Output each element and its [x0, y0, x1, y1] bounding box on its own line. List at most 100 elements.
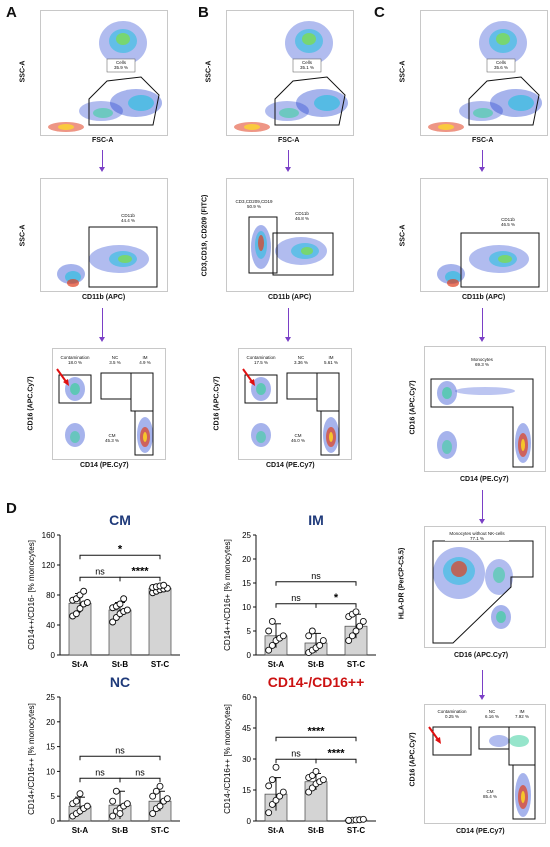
significance-label: *: [334, 592, 339, 604]
y-axis-label: CD16 (APC.Cy7): [27, 376, 35, 431]
data-point: [156, 802, 164, 810]
data-point: [116, 600, 124, 608]
x-axis-label: CD11b (APC): [268, 294, 312, 301]
gate-percent: 6.16 %: [484, 714, 499, 720]
significance-bracket: [315, 603, 357, 608]
gate-label: Cells: [495, 60, 506, 65]
gate-label: IM: [142, 355, 148, 360]
x-tick-label: ST-C: [347, 826, 365, 835]
gate-label: Contamination: [437, 709, 467, 714]
data-point: [83, 599, 91, 606]
data-point: [76, 605, 84, 612]
data-point: [305, 632, 313, 640]
chart-title: CD14-/CD16++: [268, 674, 365, 690]
y-axis-label: SSC-A: [205, 60, 213, 83]
y-tick-label: 0: [247, 817, 252, 826]
data-point: [348, 632, 356, 640]
data-point: [160, 581, 168, 589]
significance-label: ns: [95, 767, 105, 777]
down-arrow-icon: [479, 308, 485, 342]
y-axis-label: CD14-/CD16++ [% monocytes]: [223, 704, 232, 814]
y-tick-label: 5: [51, 792, 56, 801]
gate-percent: 50.9 %: [246, 204, 261, 210]
panel-label-a: A: [6, 4, 17, 21]
data-point: [72, 610, 80, 618]
significance-label: ns: [291, 748, 301, 758]
y-tick-label: 5: [247, 627, 252, 636]
significance-label: *: [118, 543, 123, 555]
gate-label: CD11b: [121, 213, 135, 218]
data-point: [120, 595, 128, 603]
data-point: [268, 776, 276, 784]
data-point: [268, 641, 276, 649]
gate-label: NC: [488, 709, 496, 714]
y-tick-label: 20: [46, 718, 55, 727]
gate-label: Monocytes: [471, 357, 493, 362]
x-axis-label: CD16 (APC.Cy7): [454, 652, 509, 659]
down-arrow-icon: [285, 150, 291, 172]
y-tick-label: 80: [46, 591, 55, 600]
x-axis-label: FSC-A: [92, 137, 114, 144]
data-point: [279, 632, 287, 640]
data-point: [123, 606, 131, 614]
bar: [148, 587, 172, 656]
panel-label-d: D: [6, 500, 17, 517]
data-point: [312, 767, 320, 775]
x-axis-label: CD14 (PE.Cy7): [80, 462, 129, 469]
down-arrow-icon: [479, 150, 485, 172]
x-axis-label: FSC-A: [278, 137, 300, 144]
x-tick-label: St-A: [72, 660, 89, 669]
down-arrow-icon: [479, 670, 485, 700]
bar-charts: CM 0 40 80 120 160 CD14++/CD16- [% monocytes] S…: [27, 512, 376, 835]
data-point: [359, 617, 367, 625]
significance-label: ns: [291, 593, 301, 603]
data-point: [109, 618, 117, 626]
x-axis-label: CD14 (PE.Cy7): [460, 476, 509, 483]
x-tick-label: St-B: [112, 660, 129, 669]
y-tick-label: 60: [242, 693, 251, 702]
x-axis-label: CD14 (PE.Cy7): [266, 462, 315, 469]
data-point: [116, 810, 124, 818]
gate-label: CM: [108, 433, 116, 438]
significance-label: ns: [311, 571, 321, 581]
x-tick-label: St-B: [308, 826, 325, 835]
y-tick-label: 10: [242, 603, 251, 612]
y-tick-label: 30: [242, 755, 251, 764]
y-axis-label: SSC-A: [399, 224, 407, 247]
significance-bracket: [79, 576, 121, 582]
significance-bracket: [79, 777, 121, 783]
y-axis-label: CD16 (APC.Cy7): [409, 380, 417, 435]
data-point: [359, 815, 367, 823]
down-arrow-icon: [99, 308, 105, 342]
chart-title: NC: [110, 674, 130, 690]
y-tick-label: 15: [242, 786, 251, 795]
gate-percent: 35.6 %: [493, 65, 508, 71]
y-axis-label: CD16 (APC.Cy7): [213, 376, 221, 431]
data-point: [356, 622, 364, 630]
gate-percent: 46.8 %: [294, 216, 309, 222]
y-axis-label: CD14+/CD16++ [% monocytes]: [27, 703, 36, 815]
significance-label: ns: [95, 566, 105, 576]
data-point: [279, 788, 287, 796]
y-axis-label: CD16 (APC.Cy7): [409, 732, 417, 787]
y-tick-label: 120: [42, 561, 56, 570]
x-axis-label: CD11b (APC): [462, 294, 506, 301]
gate-percent: 3.36 %: [293, 360, 308, 366]
significance-label: ns: [135, 767, 145, 777]
gate-percent: 3.5 %: [109, 360, 121, 366]
gate-percent: 4.9 %: [139, 360, 151, 366]
significance-bracket: [79, 755, 161, 761]
significance-bracket: [315, 758, 357, 764]
down-arrow-icon: [479, 490, 485, 524]
x-tick-label: St-A: [72, 826, 89, 835]
y-axis-label: SSC-A: [399, 60, 407, 83]
y-tick-label: 25: [46, 693, 55, 702]
gate-label: Contamination: [60, 355, 90, 360]
gate-percent: 46.5 %: [500, 222, 515, 228]
data-point: [163, 795, 171, 803]
gate-percent: 17.5 %: [253, 360, 268, 366]
gate-percent: 77.1 %: [469, 536, 484, 542]
significance-bracket: [275, 758, 317, 764]
gate-percent: 69.3 %: [474, 362, 489, 368]
gate-percent: 85.4 %: [482, 794, 497, 800]
